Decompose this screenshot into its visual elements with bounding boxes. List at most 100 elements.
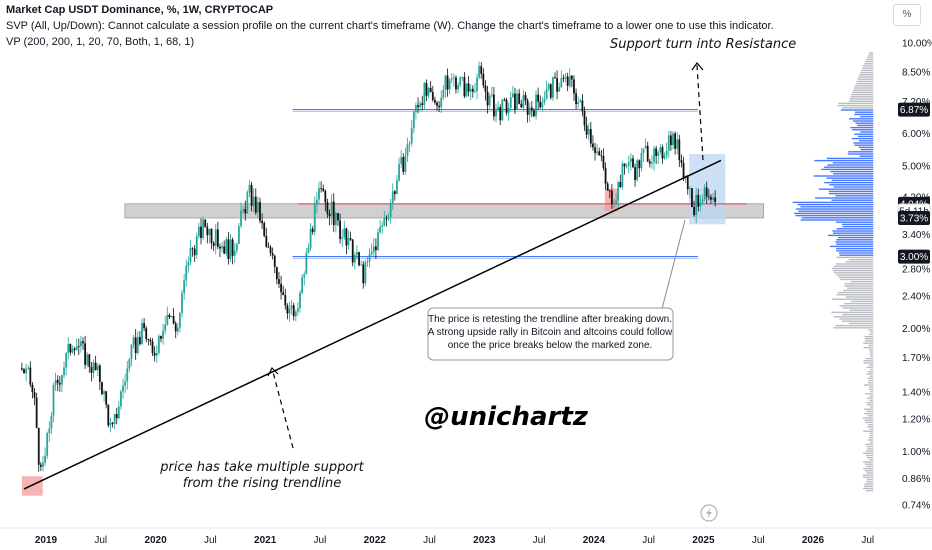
candle-body: [377, 232, 379, 251]
candle-body: [353, 254, 356, 263]
volume-profile-bar: [824, 166, 874, 168]
volume-profile-bar: [865, 443, 874, 446]
volume-profile-bar: [854, 85, 874, 87]
volume-profile-bar: [864, 340, 874, 342]
volume-profile-bar: [839, 305, 874, 307]
candle-body: [252, 196, 255, 206]
y-tick-label: 10.00%: [902, 39, 932, 50]
candle-body: [653, 148, 655, 163]
volume-profile-bar: [828, 190, 874, 193]
candle-body: [341, 237, 344, 239]
candle-body: [322, 188, 325, 191]
candle-body: [71, 348, 74, 353]
candle-body: [598, 151, 601, 156]
volume-profile-bar: [832, 230, 874, 232]
candle-body: [575, 93, 577, 105]
volume-profile-bar: [849, 98, 874, 100]
candle-body: [547, 84, 550, 89]
candle-body: [697, 194, 700, 207]
candle-body: [688, 188, 691, 190]
candle-body: [58, 382, 61, 385]
volume-profile-bar: [831, 267, 874, 270]
candle-body: [117, 406, 120, 419]
candle-body: [347, 238, 350, 246]
lightning-icon[interactable]: [700, 504, 718, 522]
candle-body: [29, 367, 32, 385]
candle-body: [56, 379, 59, 383]
candle-body: [48, 428, 51, 434]
candle-body: [400, 157, 403, 164]
volume-profile-bar: [795, 214, 874, 217]
support-arrowhead: [267, 366, 279, 377]
y-tick-label: 2.80%: [902, 264, 930, 275]
resistance-annotation: Support turn into Resistance: [610, 37, 796, 52]
candle-body: [480, 65, 483, 74]
candle-body: [682, 162, 685, 179]
candle-body: [315, 199, 318, 205]
candle-body: [469, 88, 472, 92]
volume-profile-bar: [847, 153, 874, 155]
candle-body: [200, 226, 202, 239]
volume-profile-bar: [868, 349, 874, 351]
candle-body: [514, 93, 516, 110]
candle-body: [585, 125, 588, 135]
candle-body: [210, 229, 213, 243]
candle-body: [632, 158, 634, 168]
candle-body: [311, 228, 314, 233]
candle-body: [425, 82, 428, 96]
candle-body: [573, 79, 575, 94]
x-tick-label: Jul: [94, 535, 107, 546]
volume-profile-bar: [859, 74, 874, 76]
candle-body: [615, 200, 618, 204]
candle-body: [646, 145, 649, 162]
candle-body: [714, 197, 717, 203]
volume-profile-bar: [828, 192, 874, 195]
candle-body: [259, 202, 261, 221]
candle-body: [107, 404, 110, 426]
candle-body: [124, 381, 127, 386]
candle-body: [629, 158, 632, 163]
volume-profile-bar: [833, 186, 874, 188]
candle-body: [589, 129, 592, 144]
candle-body: [564, 76, 567, 79]
volume-profile-bar: [866, 404, 874, 406]
volume-profile-bar: [836, 228, 874, 230]
candle-body: [69, 343, 72, 353]
volume-profile-bar: [868, 329, 874, 331]
candle-body: [600, 155, 603, 157]
volume-profile-bar: [826, 177, 874, 179]
candle-body: [444, 75, 447, 90]
y-tick-label: 2.00%: [902, 324, 930, 335]
volume-profile-bar: [869, 52, 874, 54]
candle-body: [309, 228, 312, 248]
volume-profile-bar: [833, 316, 874, 318]
volume-profile-bar: [866, 478, 874, 481]
candle-body: [503, 99, 506, 101]
candle-body: [457, 85, 459, 90]
percent-scale-button[interactable]: %: [893, 4, 921, 26]
candle-body: [465, 83, 468, 97]
candle-body: [176, 327, 179, 332]
candle-body: [65, 353, 68, 368]
volume-profile-bar: [831, 311, 874, 314]
x-tick-label: 2026: [802, 535, 825, 546]
volume-profile-bar: [853, 89, 874, 91]
candle-body: [27, 367, 30, 369]
x-tick-label: 2019: [35, 535, 58, 546]
candle-body: [602, 155, 605, 168]
candle-body: [501, 99, 504, 121]
candle-body: [581, 100, 584, 112]
x-tick-label: Jul: [752, 535, 765, 546]
volume-profile-bar: [848, 151, 874, 153]
candle-body: [61, 375, 63, 385]
x-tick-label: 2020: [144, 535, 167, 546]
candle-body: [233, 250, 236, 256]
volume-profile-bar: [860, 148, 874, 151]
volume-profile-bar: [864, 412, 874, 415]
candle-body: [174, 323, 177, 332]
candle-body: [334, 213, 337, 225]
candle-body: [387, 216, 390, 219]
volume-profile-bar: [866, 454, 874, 457]
candle-body: [680, 160, 683, 163]
